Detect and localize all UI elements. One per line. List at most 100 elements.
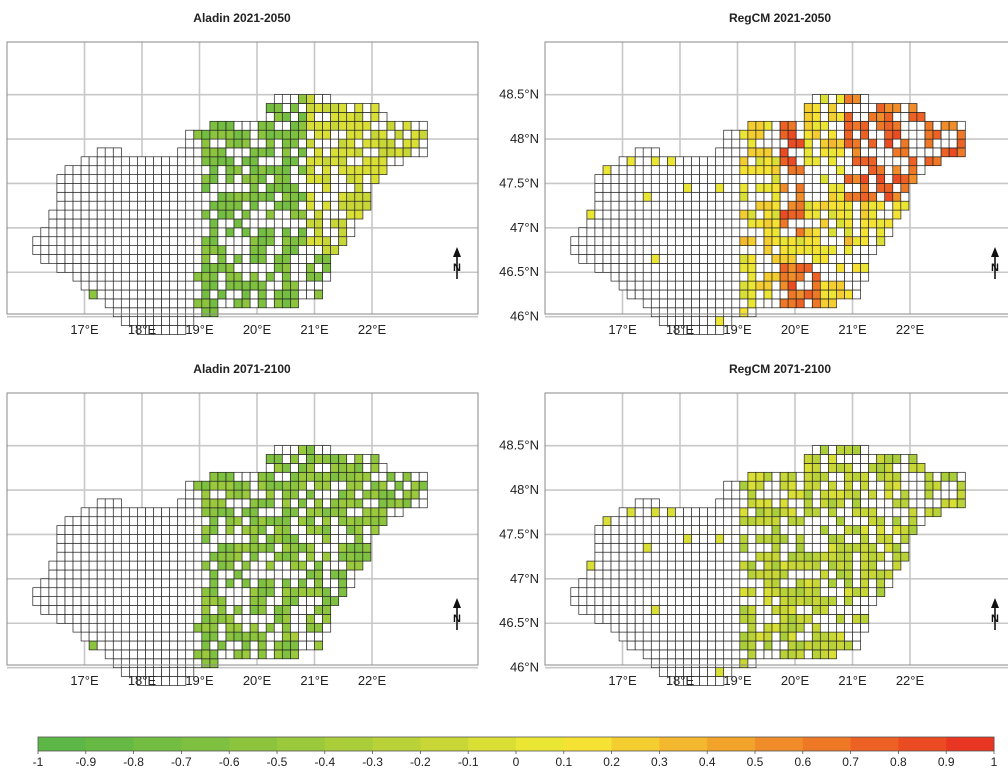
grid-cell — [892, 209, 902, 220]
grid-cell — [819, 534, 829, 544]
grid-cell — [72, 560, 82, 571]
grid-cell — [290, 445, 299, 455]
grid-cell — [811, 147, 821, 158]
grid-cell — [763, 587, 773, 597]
grid-cell — [161, 667, 171, 677]
grid-cell — [956, 120, 966, 131]
grid-cell — [916, 138, 926, 149]
grid-cell — [723, 480, 733, 491]
grid-cell — [120, 236, 130, 246]
grid-cell — [739, 191, 749, 202]
grid-cell — [217, 631, 227, 642]
grid-cell — [699, 280, 709, 291]
grid-cell — [402, 498, 412, 509]
grid-cell — [626, 640, 636, 651]
grid-cell — [828, 640, 837, 651]
grid-cell — [795, 569, 805, 580]
grid-cell — [819, 94, 829, 104]
colorbar-label: -0.2 — [410, 755, 431, 769]
grid-cell — [161, 236, 171, 246]
grid-cell — [884, 147, 894, 158]
grid-cell — [362, 507, 372, 518]
grid-cell — [811, 614, 821, 624]
longitude-label: 19°E — [185, 673, 214, 688]
grid-cell — [642, 516, 652, 526]
grid-cell — [378, 147, 388, 158]
grid-cell — [225, 596, 235, 606]
grid-cell — [104, 298, 114, 309]
grid-cell — [795, 614, 805, 624]
grid-cell — [209, 271, 219, 282]
grid-cell — [145, 236, 154, 246]
grid-cell — [683, 174, 692, 184]
grid-cell — [900, 542, 910, 553]
colorbar-swatch — [133, 737, 182, 751]
grid-cell — [241, 183, 251, 193]
grid-cell — [217, 254, 227, 264]
grid-cell — [691, 640, 700, 651]
grid-cell — [233, 138, 243, 149]
grid-cell — [763, 534, 773, 544]
grid-cell — [667, 218, 676, 229]
grid-cell — [265, 120, 275, 131]
grid-cell — [64, 200, 74, 211]
grid-cell — [322, 507, 332, 518]
grid-cell — [88, 183, 98, 193]
grid-cell — [852, 622, 861, 633]
grid-cell — [819, 649, 829, 660]
grid-cell — [290, 227, 299, 238]
grid-cell — [610, 569, 620, 580]
grid-cell — [755, 209, 765, 220]
grid-cell — [56, 263, 66, 273]
grid-cell — [193, 569, 203, 580]
grid-cell — [80, 542, 90, 553]
grid-cell — [852, 280, 861, 291]
grid-cell — [771, 183, 781, 193]
grid-cell — [642, 191, 652, 202]
grid-cell — [771, 156, 781, 167]
grid-cell — [338, 227, 348, 238]
grid-cell — [860, 200, 870, 211]
grid-cell — [667, 307, 676, 318]
grid-cell — [153, 200, 162, 211]
grid-cell — [650, 516, 660, 526]
grid-cell — [795, 534, 805, 544]
grid-cell — [747, 183, 757, 193]
north-arrow-icon: N — [453, 247, 461, 279]
grid-cell — [209, 551, 219, 562]
grid-cell — [209, 534, 219, 544]
grid-cell — [129, 525, 138, 535]
grid-cell — [370, 471, 380, 482]
grid-cell — [80, 631, 90, 642]
grid-cell — [771, 649, 781, 660]
grid-cell — [723, 525, 733, 535]
grid-cell — [80, 507, 90, 518]
grid-cell — [362, 498, 372, 509]
grid-cell — [129, 614, 138, 624]
grid-cell — [940, 147, 950, 158]
grid-cell — [314, 156, 323, 167]
grid-cell — [642, 569, 652, 580]
grid-cell — [169, 516, 179, 526]
grid-cell — [298, 454, 307, 464]
grid-cell — [56, 542, 66, 553]
grid-cell — [803, 209, 813, 220]
grid-cell — [193, 227, 203, 238]
grid-cell — [233, 200, 243, 211]
grid-cell — [80, 560, 90, 571]
grid-cell — [763, 129, 773, 140]
grid-cell — [739, 218, 749, 229]
grid-cell — [32, 596, 42, 606]
grid-cell — [306, 445, 315, 455]
grid-cell — [386, 138, 396, 149]
grid-cell — [322, 622, 332, 633]
grid-cell — [88, 614, 98, 624]
grid-cell — [314, 147, 323, 158]
grid-cell — [346, 516, 356, 526]
grid-cell — [876, 218, 886, 229]
grid-cell — [626, 631, 636, 642]
grid-cell — [185, 507, 195, 518]
grid-cell — [779, 640, 789, 651]
grid-cell — [185, 480, 195, 491]
grid-cell — [281, 614, 291, 624]
